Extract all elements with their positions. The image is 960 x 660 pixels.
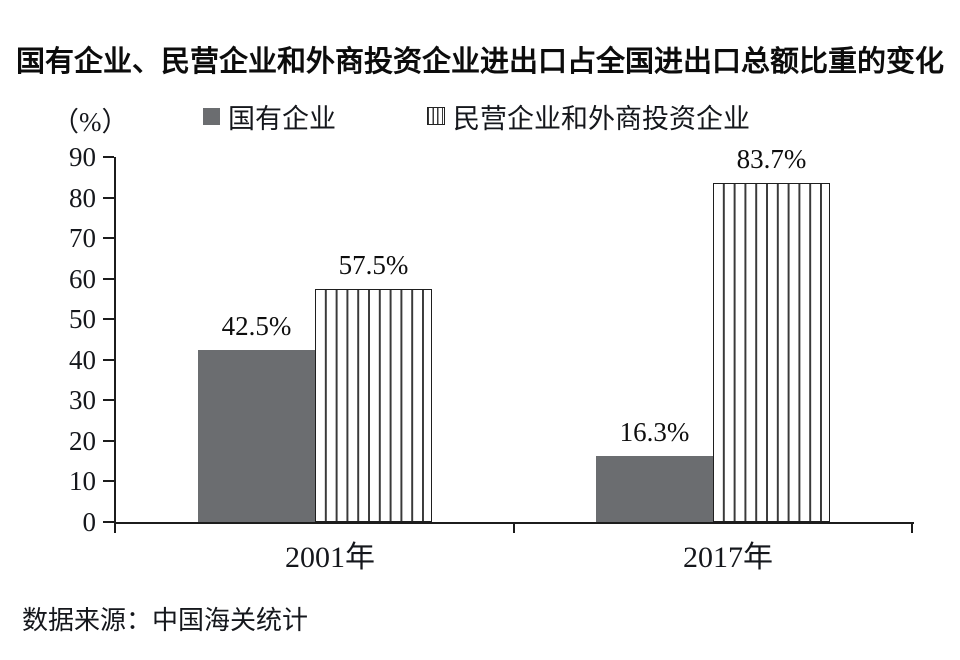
legend-swatch-striped-icon — [427, 107, 445, 125]
y-tick-mark — [103, 399, 114, 402]
y-axis-unit-label: （%） — [52, 107, 129, 137]
bar-private-foreign-0 — [315, 288, 432, 522]
legend-item-private-foreign: 民营企业和外商投资企业 — [427, 98, 750, 134]
bar-value-label-state-owned-0: 42.5% — [221, 310, 292, 341]
y-tick-label: 0 — [82, 507, 97, 537]
y-tick-mark — [103, 196, 114, 199]
chart-title: 国有企业、民营企业和外商投资企业进出口占全国进出口总额比重的变化 — [15, 46, 944, 78]
y-tick-label: 10 — [69, 466, 96, 497]
y-tick-label: 90 — [69, 142, 96, 172]
legend-swatch-solid-icon — [203, 107, 220, 125]
y-tick-mark — [103, 439, 114, 442]
legend-label: 国有企业 — [228, 103, 336, 134]
x-category-label-0: 2001年 — [285, 541, 375, 574]
y-tick-label: 20 — [69, 425, 96, 456]
x-axis-tick-mark — [911, 522, 913, 533]
plot-area: 0 10 20 30 40 50 60 70 80 90 42.5% 57.5% 2001年 16.3% 8… — [69, 142, 914, 574]
y-tick-mark — [103, 480, 114, 483]
y-tick-mark — [103, 156, 114, 158]
bar-value-label-state-owned-1: 16.3% — [619, 416, 690, 447]
bar-private-foreign-1 — [713, 182, 830, 522]
y-axis-line — [114, 157, 116, 524]
bar-state-owned-1 — [596, 455, 713, 522]
x-axis-tick-mark — [513, 522, 515, 533]
x-category-label-1: 2017年 — [683, 541, 773, 574]
y-tick-label: 70 — [69, 223, 96, 254]
y-tick-label: 60 — [69, 263, 96, 294]
source-note: 数据来源：中国海关统计 — [22, 606, 309, 635]
bar-value-label-private-foreign-1: 83.7% — [736, 143, 807, 174]
y-tick-label: 30 — [69, 385, 96, 416]
y-tick-mark — [103, 358, 114, 361]
bar-value-label-private-foreign-0: 57.5% — [338, 249, 409, 280]
legend-label: 民营企业和外商投资企业 — [453, 103, 750, 134]
legend-item-state-owned: 国有企业 — [203, 98, 336, 134]
y-tick-mark — [103, 318, 114, 321]
y-tick-mark — [103, 521, 114, 523]
y-tick-mark — [103, 237, 114, 240]
bar-state-owned-0 — [198, 349, 315, 522]
y-tick-label: 40 — [69, 344, 96, 375]
y-tick-mark — [103, 277, 114, 280]
y-tick-label: 50 — [69, 304, 96, 335]
x-axis-tick-mark — [114, 522, 116, 533]
y-tick-label: 80 — [69, 182, 96, 213]
